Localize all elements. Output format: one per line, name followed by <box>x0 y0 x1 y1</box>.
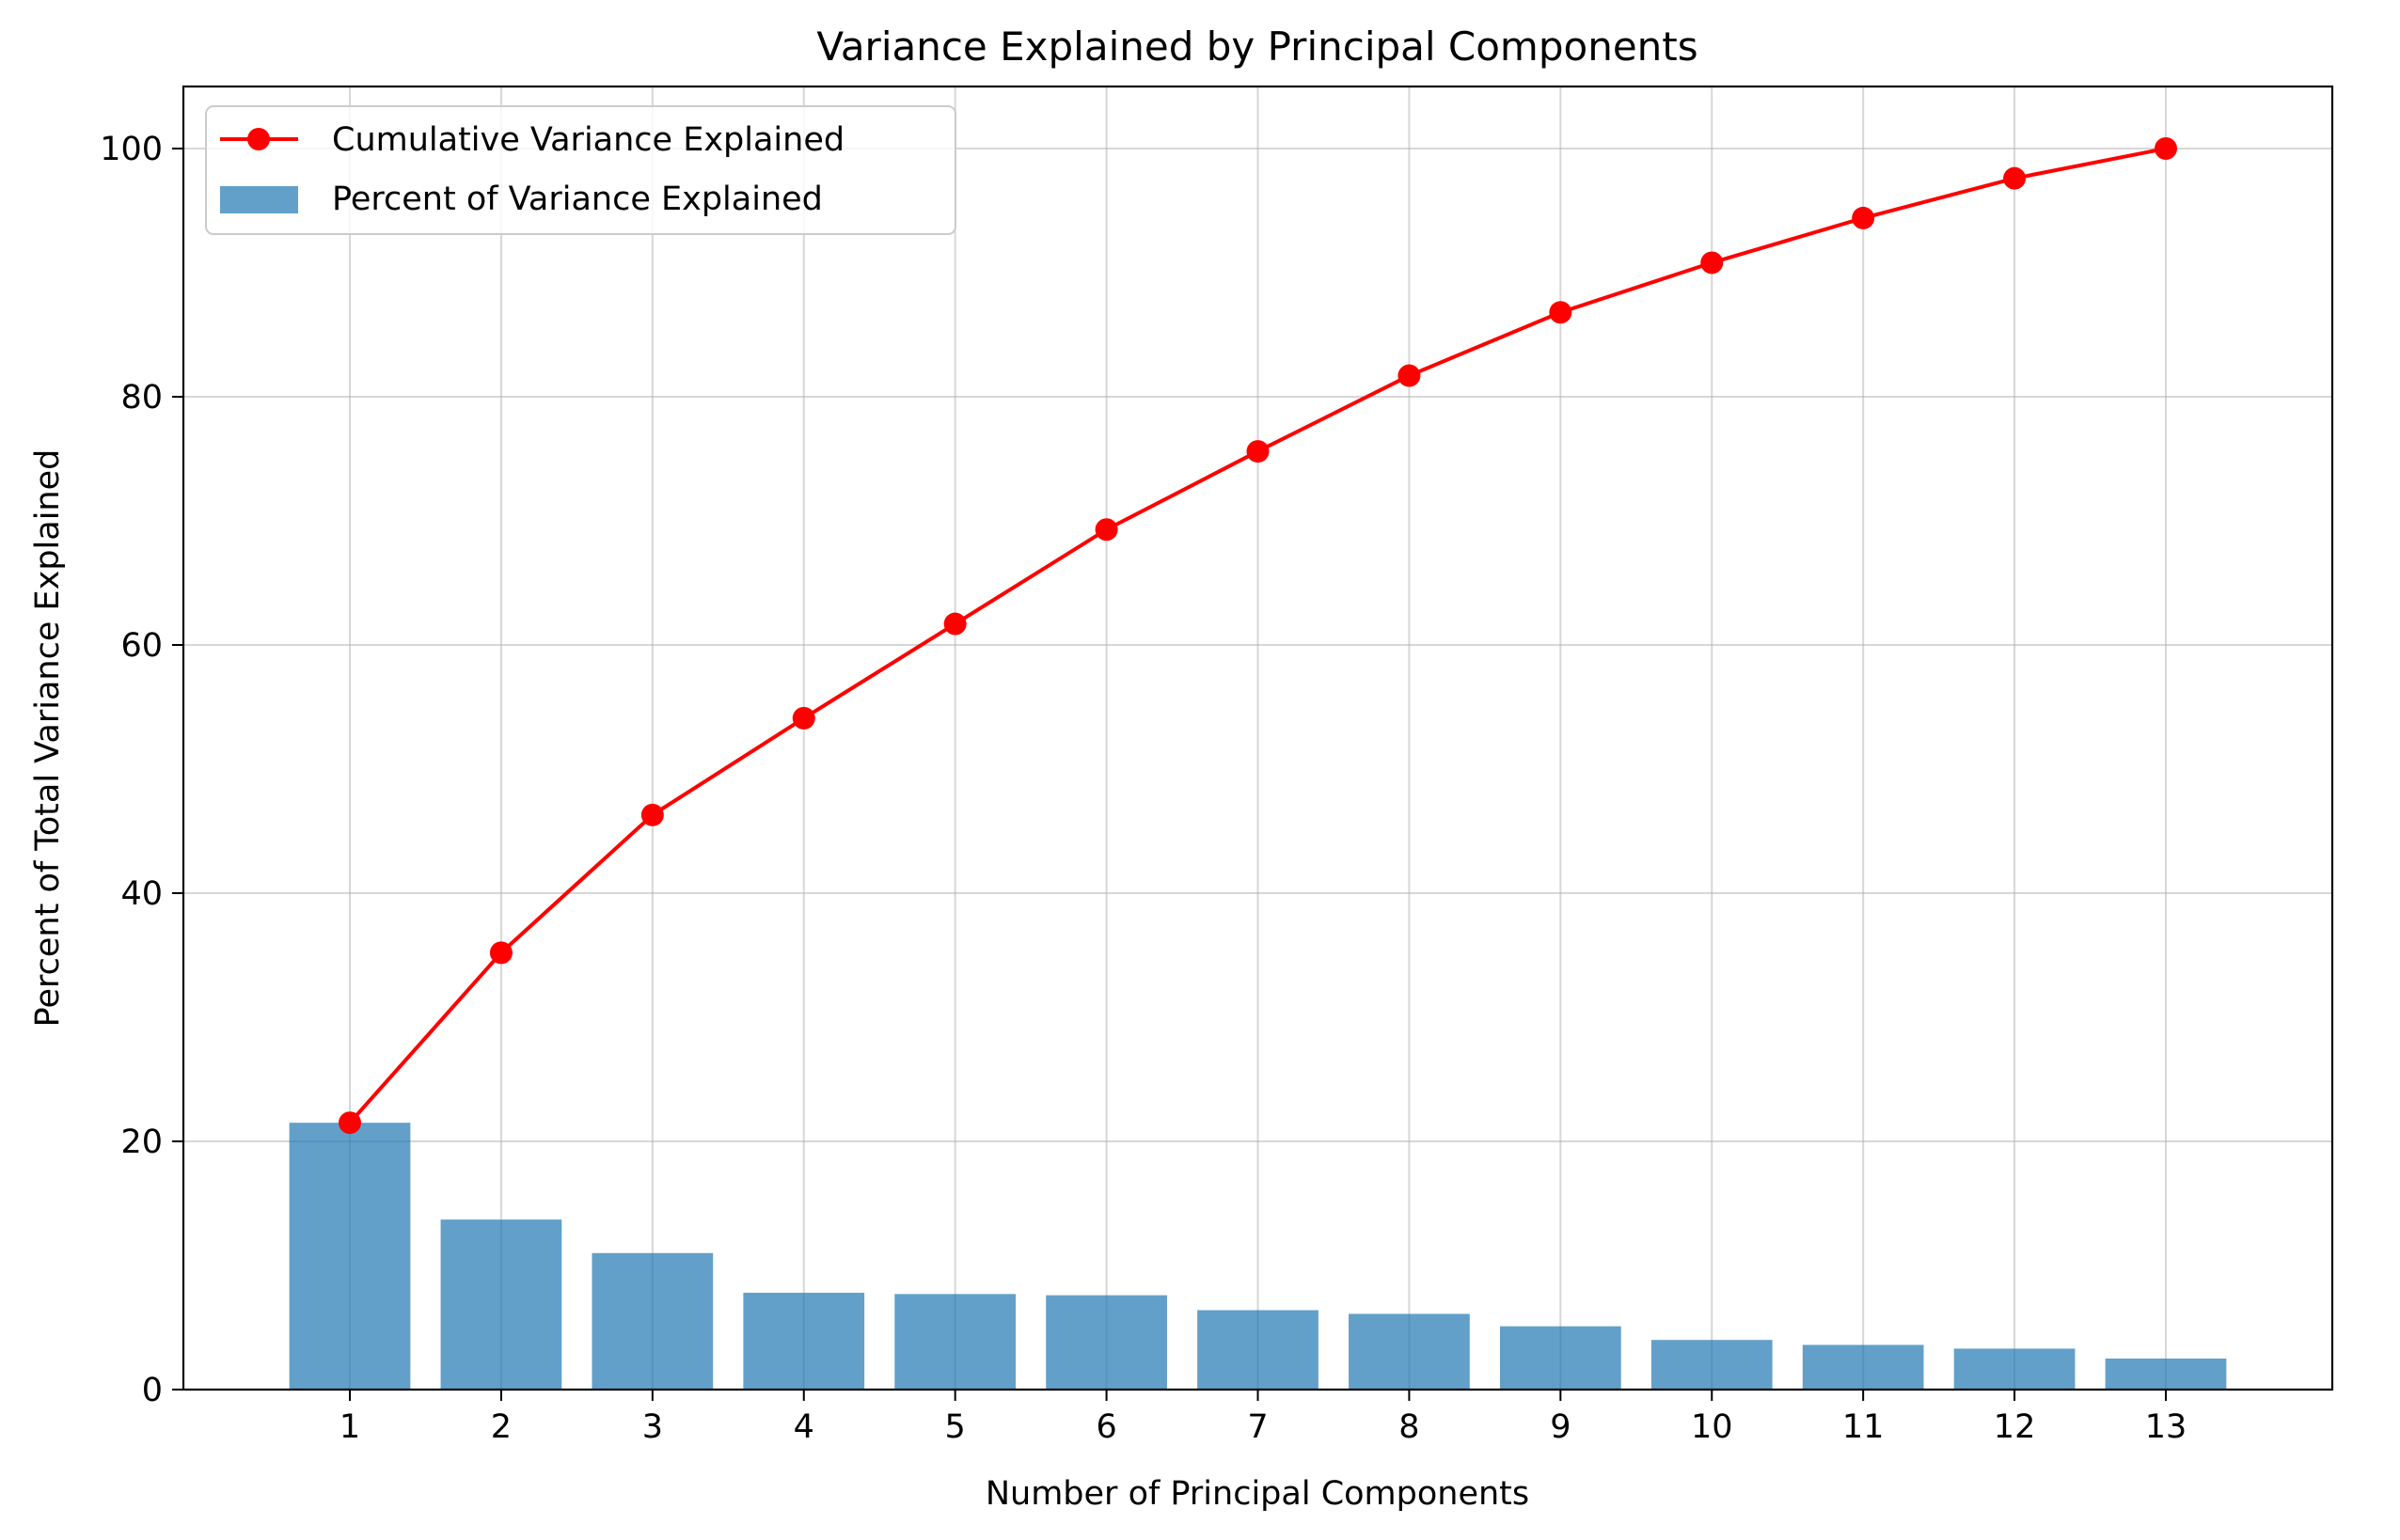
bar-pc-6 <box>1046 1295 1167 1390</box>
y-tick-label-40: 40 <box>120 875 163 913</box>
bar-pc-5 <box>894 1294 1017 1390</box>
y-tick-label-100: 100 <box>100 131 163 168</box>
x-tick-label-13: 13 <box>2145 1408 2187 1446</box>
legend-label-cumulative: Cumulative Variance Explained <box>332 121 845 159</box>
y-tick-label-80: 80 <box>120 379 163 416</box>
x-tick-label-9: 9 <box>1550 1408 1571 1446</box>
bar-pc-13 <box>2105 1359 2227 1390</box>
bar-pc-11 <box>1802 1344 1924 1390</box>
cumulative-point-5 <box>943 612 967 636</box>
line-series <box>339 137 2177 1135</box>
x-tick-label-1: 1 <box>339 1408 360 1446</box>
legend-bar-swatch <box>220 186 298 213</box>
bar-pc-9 <box>1499 1326 1621 1390</box>
x-tick-label-2: 2 <box>491 1408 512 1446</box>
bar-pc-8 <box>1349 1313 1470 1390</box>
x-axis-ticks: 1 2 3 4 5 6 7 8 9 10 11 12 13 <box>339 1390 2187 1446</box>
cumulative-point-6 <box>1095 518 1118 542</box>
cumulative-point-10 <box>1700 251 1724 275</box>
x-tick-label-3: 3 <box>642 1408 663 1446</box>
cumulative-point-1 <box>339 1111 362 1135</box>
cumulative-point-11 <box>1852 206 1875 229</box>
bar-pc-4 <box>743 1293 865 1390</box>
x-tick-label-12: 12 <box>1994 1408 2036 1446</box>
bar-pc-1 <box>289 1123 411 1390</box>
x-tick-label-6: 6 <box>1096 1408 1116 1446</box>
cumulative-point-4 <box>792 706 815 730</box>
bar-series <box>289 1123 2227 1390</box>
cumulative-point-12 <box>2003 166 2027 190</box>
x-tick-label-8: 8 <box>1398 1408 1419 1446</box>
bar-pc-12 <box>1953 1348 2076 1390</box>
y-tick-label-60: 60 <box>120 627 163 665</box>
bar-pc-2 <box>440 1219 562 1390</box>
y-axis-ticks: 0 20 40 60 80 100 <box>100 131 183 1409</box>
x-tick-label-10: 10 <box>1691 1408 1733 1446</box>
legend-line-marker <box>247 128 270 150</box>
cumulative-point-9 <box>1549 301 1572 324</box>
chart-title: Variance Explained by Principal Componen… <box>816 24 1697 70</box>
x-axis-label: Number of Principal Components <box>986 1475 1529 1513</box>
x-tick-label-7: 7 <box>1247 1408 1268 1446</box>
x-tick-label-5: 5 <box>945 1408 966 1446</box>
x-tick-label-11: 11 <box>1842 1408 1885 1446</box>
cumulative-point-13 <box>2154 137 2177 160</box>
legend-box <box>205 105 956 235</box>
y-tick-label-20: 20 <box>120 1124 163 1161</box>
cumulative-point-2 <box>489 941 513 965</box>
cumulative-point-7 <box>1246 440 1270 464</box>
legend-label-percent: Percent of Variance Explained <box>332 181 823 218</box>
y-tick-label-0: 0 <box>142 1372 163 1409</box>
bar-pc-7 <box>1197 1310 1318 1390</box>
x-tick-label-4: 4 <box>794 1408 814 1446</box>
y-axis-label: Percent of Total Variance Explained <box>29 449 67 1028</box>
bar-pc-3 <box>592 1252 714 1390</box>
bar-pc-10 <box>1650 1340 1773 1390</box>
cumulative-point-3 <box>640 803 664 826</box>
legend: Cumulative Variance Explained Percent of… <box>205 105 956 235</box>
cumulative-point-8 <box>1397 364 1421 387</box>
